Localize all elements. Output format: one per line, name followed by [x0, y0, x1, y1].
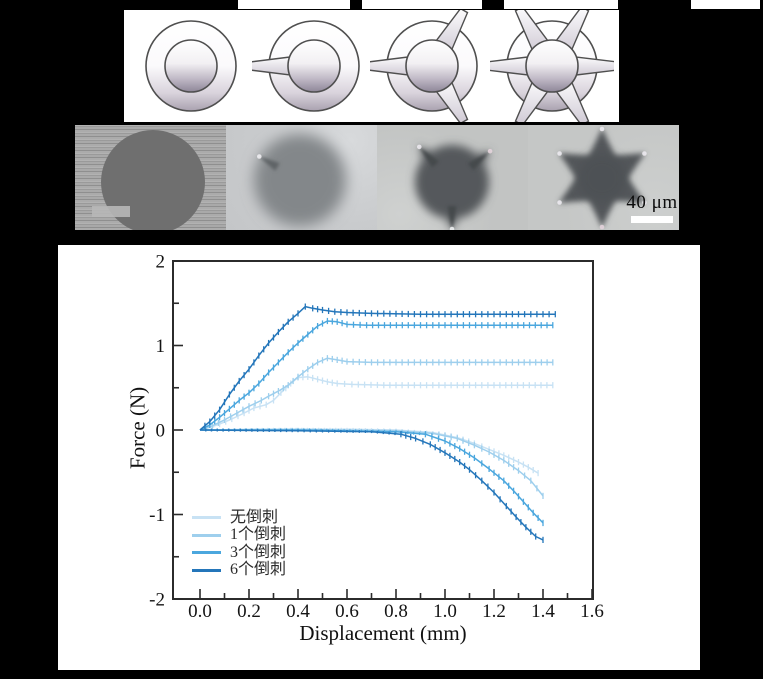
schematic-no-barb	[145, 20, 237, 112]
micrograph-no-barb-image	[92, 130, 205, 230]
micrograph-six-barb-image	[557, 126, 647, 230]
needle-cone	[164, 39, 218, 93]
y-axis-title: Force (N)	[125, 386, 150, 470]
series-six-barb-insertion	[199, 303, 556, 431]
tip-glint	[599, 126, 605, 132]
series-one-barb-insertion	[199, 355, 554, 431]
tip-glint	[599, 224, 605, 230]
micrograph-no-barb	[75, 125, 226, 230]
x-axis-title: Displacement (mm)	[299, 621, 467, 645]
x-tick-label: 0.8	[384, 601, 408, 622]
x-tick-label: 0.4	[286, 601, 310, 622]
y-tick-label: 0	[156, 421, 166, 442]
tip-glint	[557, 200, 562, 205]
tip-glint	[449, 226, 455, 230]
needle-cone	[405, 39, 459, 93]
legend-item: 无倒刺	[192, 509, 286, 527]
schematic-one-barb	[252, 20, 360, 112]
needle-cone	[525, 39, 579, 93]
micrograph-three-barb	[377, 125, 528, 230]
x-tick-label: 0.0	[188, 601, 212, 622]
schematic-three-barb	[370, 10, 478, 122]
needle-cone	[287, 39, 341, 93]
x-tick-label: 0.2	[237, 601, 261, 622]
barb-mark	[467, 151, 491, 171]
micrograph-one-barb-image	[254, 134, 346, 226]
tip-glint	[642, 151, 647, 156]
needle-cross-section	[101, 130, 205, 230]
tip-glint	[487, 148, 493, 154]
legend-label: 3个倒刺	[230, 543, 287, 561]
series-no-barb-insertion	[199, 373, 554, 431]
barb-mark	[418, 146, 439, 168]
tip-glint	[557, 151, 562, 156]
legend-item: 1个倒刺	[192, 527, 286, 545]
legend-swatch	[192, 533, 221, 537]
barb-mark	[447, 206, 457, 230]
barb-mark	[258, 156, 280, 171]
tip-glint	[642, 200, 647, 205]
series-six-barb-retraction	[199, 428, 544, 543]
legend-item: 6个倒刺	[192, 562, 286, 580]
top-strip	[238, 0, 350, 9]
top-strip	[504, 0, 618, 9]
top-strip	[691, 0, 760, 9]
micrograph-six-barb	[528, 125, 679, 230]
legend-label: 6个倒刺	[230, 561, 287, 579]
micrograph-row	[75, 125, 679, 230]
x-tick-label: 1.6	[580, 601, 604, 622]
y-tick-label: 2	[156, 252, 166, 273]
legend-swatch	[192, 516, 221, 520]
force-displacement-chart: 0.0 0.2 0.4 0.6 0.8 1.0 1.2 1.4 1.6 -2 -1 0 1 2 Displ…	[58, 245, 700, 670]
legend-label: 1个倒刺	[230, 526, 287, 544]
schematic-row	[124, 10, 619, 122]
legend-label: 无倒刺	[230, 508, 279, 526]
micrograph-one-barb	[226, 125, 377, 230]
y-tick-label: -2	[149, 590, 165, 611]
legend-swatch	[192, 551, 221, 555]
scale-bar-label: 40 μm	[626, 192, 678, 213]
chart-plot-area: 0.0 0.2 0.4 0.6 0.8 1.0 1.2 1.4 1.6 -2 -1 0 1 2	[149, 252, 604, 623]
tip-glint	[256, 154, 262, 159]
y-tick-label: -1	[149, 505, 165, 526]
legend-swatch	[192, 568, 221, 572]
series-three-barb-insertion	[199, 317, 554, 431]
y-tick-label: 1	[156, 336, 166, 357]
plot-frame	[172, 260, 594, 600]
chart-legend: 无倒刺 1个倒刺 3个倒刺 6个倒刺	[192, 509, 286, 579]
x-tick-label: 1.2	[482, 601, 506, 622]
schematic-six-barb	[490, 10, 614, 122]
series-one-barb-retraction	[199, 427, 544, 499]
scale-bar	[631, 216, 673, 223]
top-strip	[362, 0, 482, 9]
micrograph-three-barb-image	[415, 144, 493, 230]
x-tick-label: 1.4	[531, 601, 555, 622]
image-artifact	[92, 206, 130, 217]
tip-glint	[416, 144, 422, 150]
x-tick-label: 0.6	[335, 601, 359, 622]
x-tick-label: 1.0	[433, 601, 457, 622]
legend-item: 3个倒刺	[192, 544, 286, 562]
